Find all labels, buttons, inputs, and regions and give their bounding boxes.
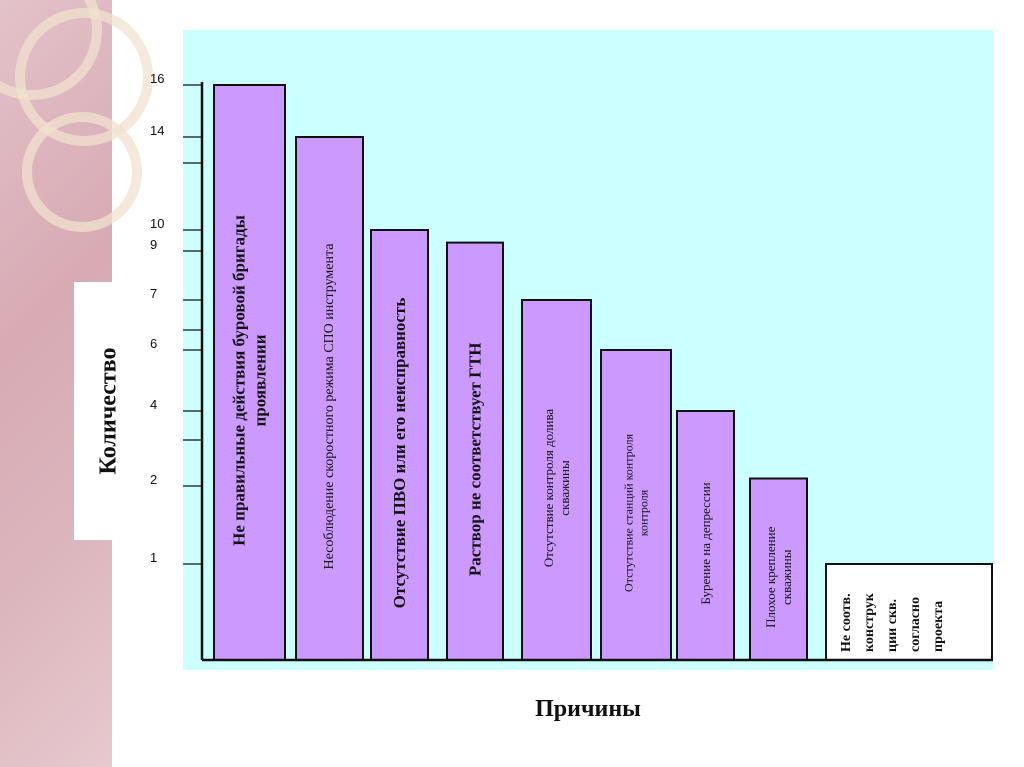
bar-label-line: ции скв.: [885, 599, 900, 652]
bar-label: Раствор не соответствует ГТН: [466, 343, 485, 577]
bar-label-line: проявлении: [250, 334, 269, 426]
bar: [213, 84, 286, 661]
bar: [521, 299, 592, 661]
bar: [600, 349, 672, 661]
x-axis-label: Причины: [535, 696, 641, 722]
bar-label-line: Отсутствие ПВО или его неисправность: [390, 298, 409, 609]
bar-label-line: Несоблюдение скоростного режима СПО инст…: [322, 243, 337, 570]
decorative-ring: [22, 112, 142, 232]
y-tick-label: 16: [150, 71, 164, 86]
y-tick-label: 9: [150, 237, 157, 252]
bar-label-line: Не правильные действия буровой бригады: [230, 215, 249, 546]
bar-label: Бурение на депрессии: [698, 482, 713, 604]
bar: [370, 229, 429, 661]
bar: [825, 563, 993, 661]
bar-label: Отсутствие контроля долива скважины: [541, 409, 572, 568]
bar-label-line: Не соотв.: [839, 593, 854, 652]
bar-label: Плохое крепление скважины: [763, 526, 794, 627]
bar-label-line: скважины: [557, 460, 572, 516]
bar: [749, 477, 808, 661]
bar-label: Не правильные действия буровой бригады пр…: [230, 215, 270, 546]
bar: [446, 241, 504, 661]
bar-label-line: конструк: [862, 592, 877, 652]
bar-label: Отсутствие ПВО или его неисправность: [390, 298, 409, 609]
y-tick-label: 2: [150, 472, 157, 487]
y-tick-label: 14: [150, 123, 164, 138]
y-axis-label: Количество: [95, 347, 122, 475]
bar-label-line: Раствор не соответствует ГТН: [466, 343, 485, 577]
bar-label-line: Отсутствие контроля долива: [541, 409, 556, 568]
bar-label-line: скважины: [779, 549, 794, 605]
bar-label-line: согласно: [908, 597, 923, 652]
bar-label: Отстутствие станций контроля контроля: [622, 434, 651, 592]
y-tick-label: 6: [150, 336, 157, 351]
bar: [295, 136, 364, 661]
bar-label-line: Отстутствие станций контроля: [622, 434, 636, 592]
y-tick-label: 1: [150, 550, 157, 565]
decorative-ring: [0, 0, 102, 100]
bar-label: Не соотв. конструк ции скв. согласно проекта: [839, 592, 946, 652]
bar-label-line: Бурение на депрессии: [698, 482, 713, 604]
bar-label-line: контроля: [636, 489, 650, 536]
y-tick-label: 10: [150, 216, 164, 231]
y-axis-label-box: [74, 282, 144, 540]
y-tick-label: 7: [150, 286, 157, 301]
bar-label-line: проекта: [931, 601, 946, 652]
bar-label-line: Плохое крепление: [763, 526, 778, 627]
bar: [676, 410, 735, 661]
bar-label: Несоблюдение скоростного режима СПО инст…: [322, 243, 337, 570]
y-tick-label: 4: [150, 397, 157, 412]
